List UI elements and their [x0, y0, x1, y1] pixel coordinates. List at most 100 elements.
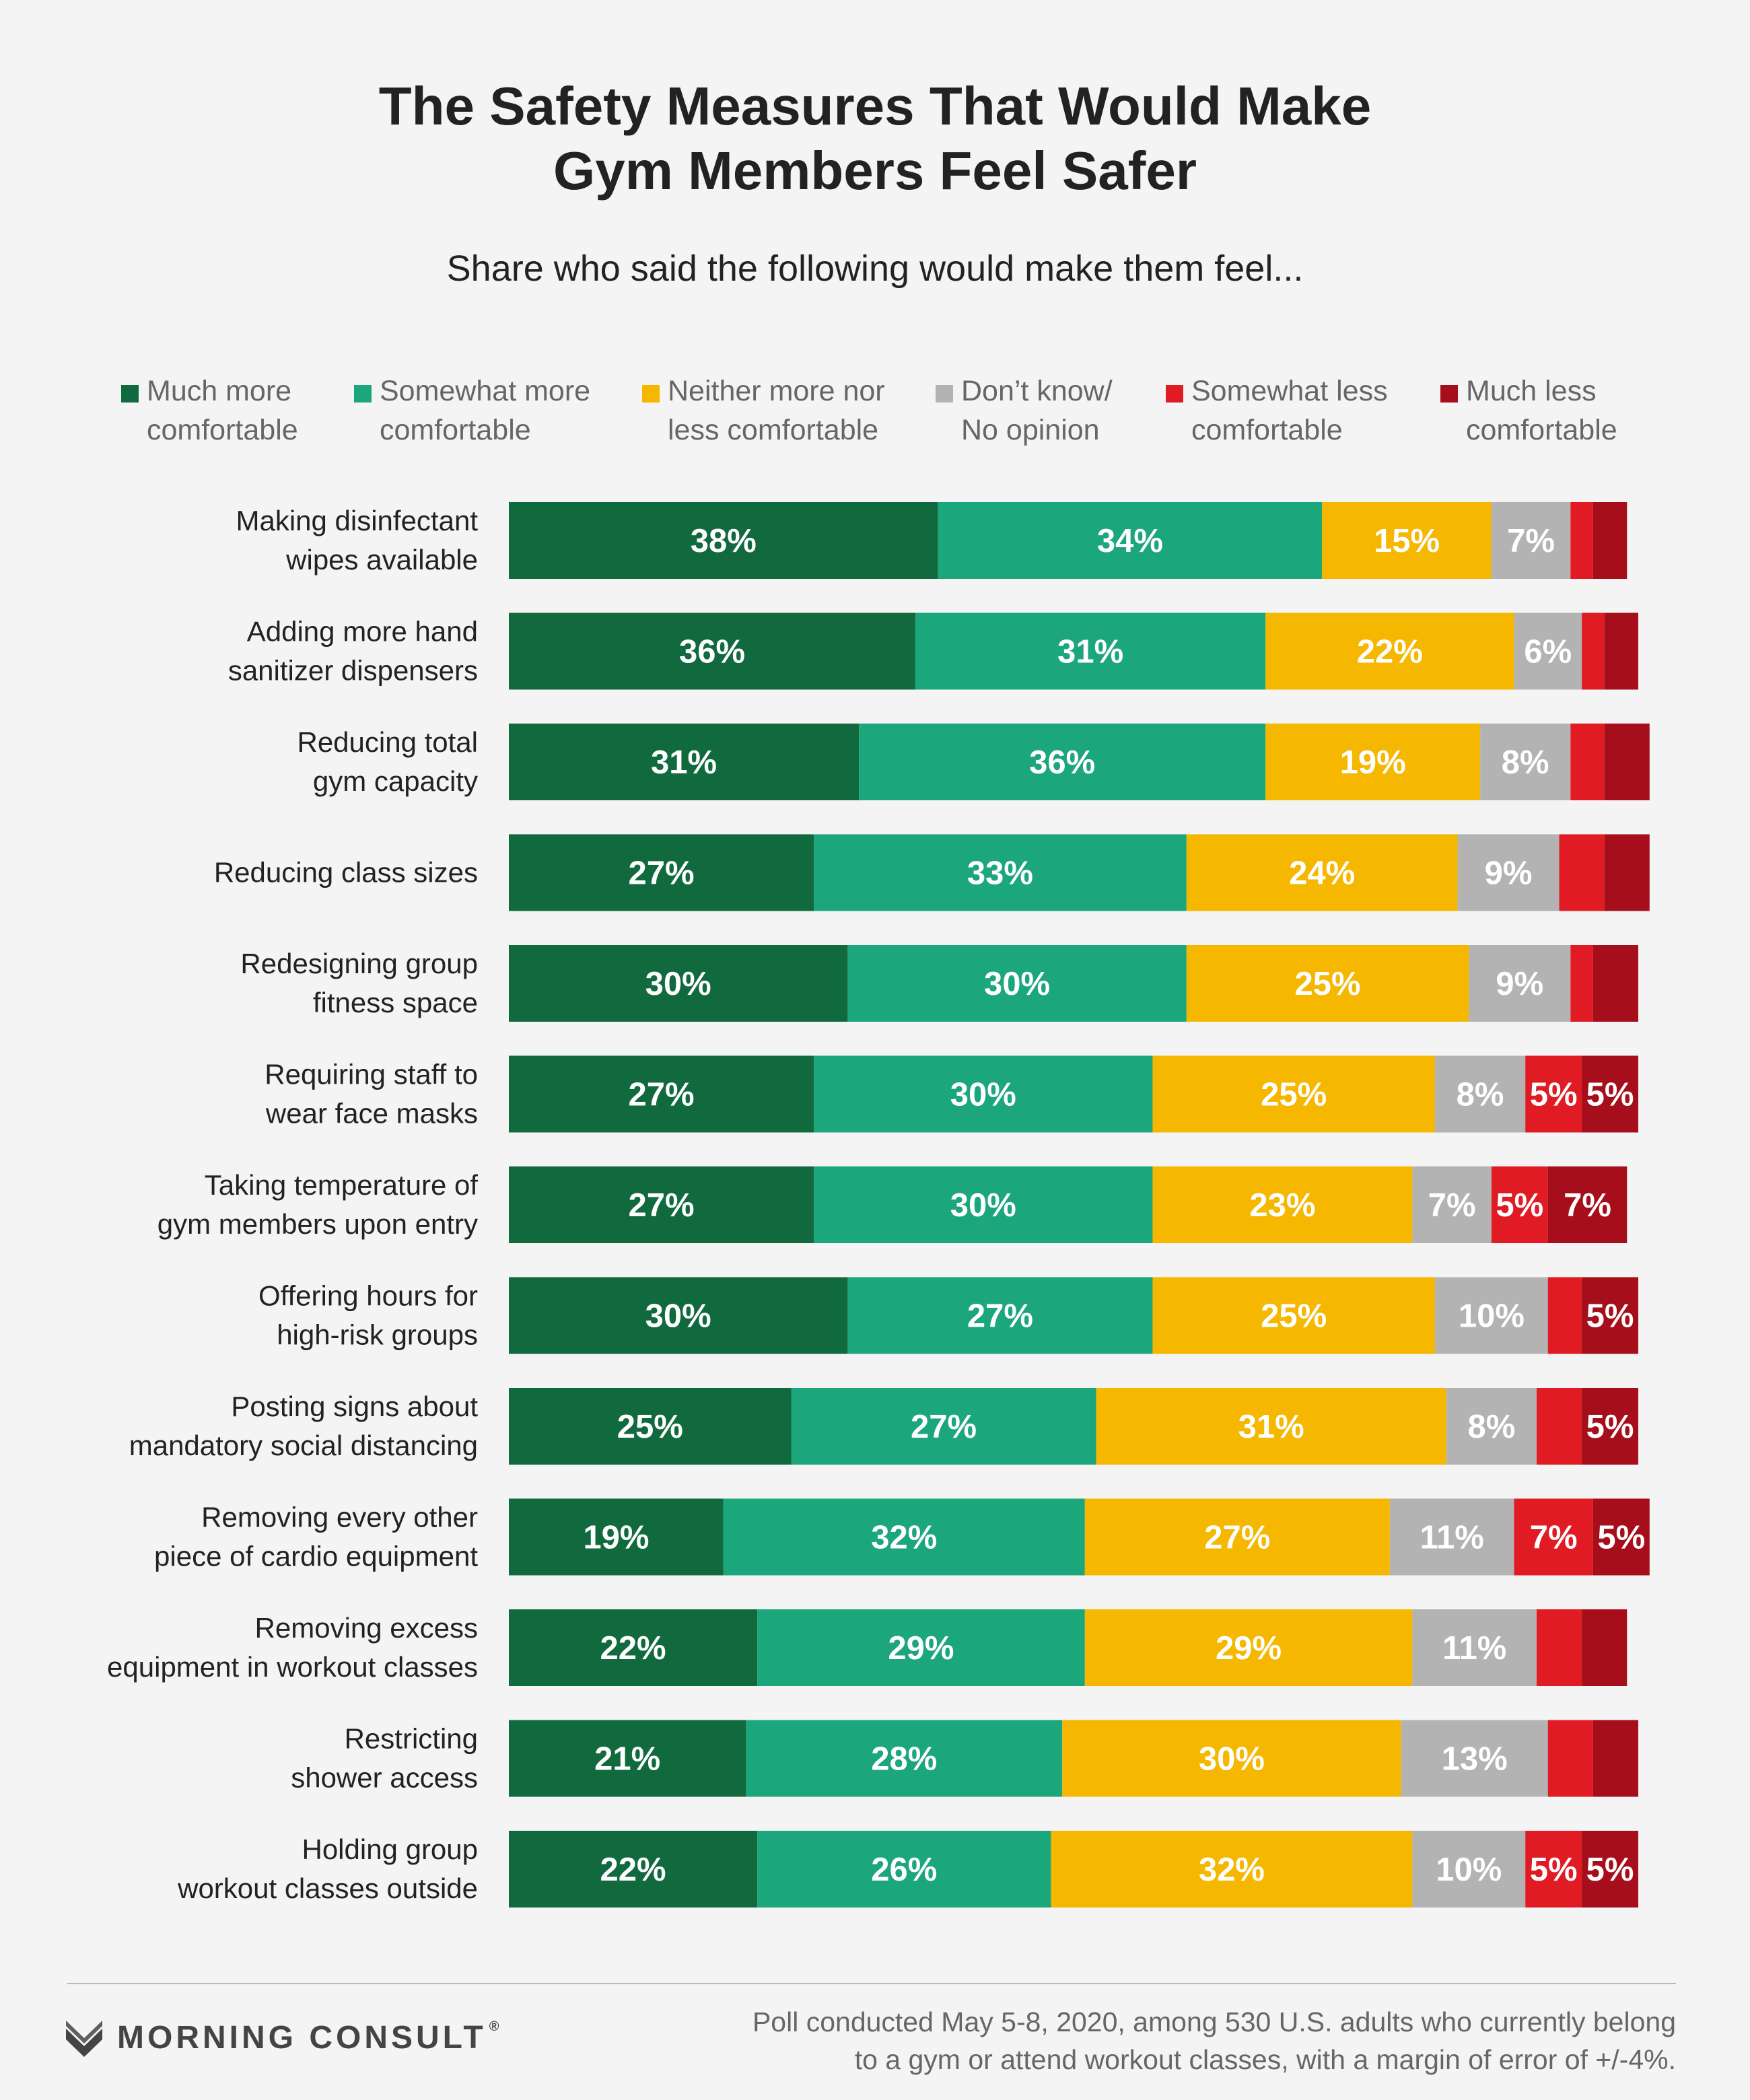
- data-label: 36%: [1029, 744, 1095, 781]
- category-label: Posting signs about mandatory social dist…: [129, 1391, 479, 1461]
- bar-segment-somewhat-less-comfortable: [1559, 834, 1605, 911]
- bar-segment-somewhat-less-comfortable: [1536, 1609, 1582, 1686]
- bar-segment-somewhat-more-comfortable: [915, 612, 1266, 690]
- bar-segment-much-more-comfortable: [509, 1166, 814, 1243]
- bar-segment-neither-more-nor-less-comfortable: [1062, 1720, 1401, 1797]
- brand-name-text: MORNING CONSULT: [117, 2020, 487, 2056]
- bar-segment-much-less-comfortable: [1604, 724, 1650, 800]
- bar-row: Redesigning group fitness space 30% 30% 25% 9…: [240, 945, 1638, 1022]
- category-label-line: sanitizer dispensers: [228, 655, 478, 687]
- data-label: 5%: [1586, 1298, 1634, 1335]
- bar-row: Removing every other piece of cardio equi…: [154, 1498, 1650, 1576]
- bar-row: Taking temperature of gym members upon en…: [158, 1166, 1628, 1243]
- data-label: 36%: [679, 634, 745, 670]
- data-label: 5%: [1597, 1520, 1645, 1556]
- data-label: 11%: [1442, 1630, 1506, 1667]
- bar-segment-don-t-know-no-opinion: [1412, 1831, 1526, 1908]
- bar-segment-much-more-comfortable: [509, 724, 860, 800]
- data-label: 29%: [888, 1630, 954, 1667]
- legend-label-line: Much less: [1466, 375, 1597, 407]
- data-label: 33%: [967, 855, 1033, 892]
- category-label-line: gym members upon entry: [158, 1208, 478, 1240]
- data-label: 27%: [1204, 1520, 1270, 1556]
- bar-row: Holding group workout classes outside 22% 2…: [177, 1831, 1638, 1908]
- bar-segment-don-t-know-no-opinion: [1434, 1055, 1526, 1133]
- category-label-line: Offering hours for: [258, 1280, 478, 1312]
- bar-segment-neither-more-nor-less-comfortable: [1186, 945, 1469, 1022]
- legend-label: Neither more nor less comfortable: [668, 372, 897, 450]
- data-label: 28%: [871, 1741, 937, 1778]
- bar-segment-somewhat-more-comfortable: [814, 1055, 1153, 1133]
- brand-name: MORNING CONSULT ®: [117, 2019, 499, 2056]
- category-label-line: Reducing class sizes: [214, 857, 478, 888]
- legend-label: Much more comfortable: [147, 372, 376, 450]
- legend-label-line: comfortable: [380, 414, 531, 446]
- bar-segment-don-t-know-no-opinion: [1469, 945, 1571, 1022]
- legend-label-line: No opinion: [961, 414, 1100, 446]
- legend-label-line: comfortable: [147, 414, 298, 446]
- bar-row: Posting signs about mandatory social dist…: [129, 1388, 1638, 1465]
- bar-segment-much-more-comfortable: [509, 502, 938, 579]
- legend-label: Much less comfortable: [1466, 372, 1695, 450]
- bar-segment-much-more-comfortable: [509, 945, 848, 1022]
- legend-swatch: [936, 385, 953, 403]
- bar-segment-somewhat-less-comfortable: [1514, 1498, 1593, 1576]
- data-label: 8%: [1502, 744, 1549, 781]
- data-label: 38%: [691, 523, 757, 559]
- legend-swatch: [642, 385, 660, 403]
- bar-segment-much-less-comfortable: [1593, 1498, 1650, 1576]
- data-label: 7%: [1530, 1520, 1578, 1556]
- bar-segment-don-t-know-no-opinion: [1457, 834, 1560, 911]
- data-label: 19%: [1340, 744, 1406, 781]
- bar-segment-much-less-comfortable: [1604, 612, 1638, 690]
- bar-segment-somewhat-more-comfortable: [746, 1720, 1063, 1797]
- bar-segment-much-more-comfortable: [509, 1831, 758, 1908]
- bar-segment-somewhat-more-comfortable: [859, 724, 1266, 800]
- data-label: 27%: [628, 1187, 694, 1224]
- bar-segment-don-t-know-no-opinion: [1412, 1609, 1537, 1686]
- data-label: 26%: [871, 1852, 937, 1888]
- data-label: 5%: [1530, 1852, 1578, 1888]
- bar-segment-much-more-comfortable: [509, 1609, 758, 1686]
- bar-segment-neither-more-nor-less-comfortable: [1265, 724, 1481, 800]
- bar-segment-much-more-comfortable: [509, 834, 814, 911]
- bar-segment-don-t-know-no-opinion: [1401, 1720, 1548, 1797]
- bar-segment-neither-more-nor-less-comfortable: [1265, 612, 1514, 690]
- category-label: Offering hours for high-risk groups: [258, 1280, 478, 1351]
- bar-row: Restricting shower access 21% 28% 30% 13%: [291, 1720, 1638, 1797]
- category-label: Requiring staff to wear face masks: [265, 1059, 478, 1129]
- data-label: 30%: [1199, 1741, 1265, 1778]
- bar-row: Reducing total gym capacity 31% 36% 19% 8%: [297, 724, 1650, 800]
- bar-segment-somewhat-less-comfortable: [1536, 1388, 1582, 1465]
- category-label: Removing excess equipment in workout clas…: [107, 1612, 478, 1683]
- bar-segment-much-less-comfortable: [1582, 1609, 1628, 1686]
- bar-segment-much-less-comfortable: [1582, 1388, 1638, 1465]
- data-label: 25%: [1295, 966, 1361, 1002]
- legend-label-line: Much more: [147, 375, 292, 407]
- bar-segment-somewhat-less-comfortable: [1582, 612, 1605, 690]
- data-label: 27%: [911, 1409, 977, 1445]
- data-label: 7%: [1507, 523, 1555, 559]
- bar-segment-much-more-comfortable: [509, 1720, 746, 1797]
- category-label-line: high-risk groups: [277, 1319, 478, 1351]
- bar-segment-don-t-know-no-opinion: [1412, 1166, 1492, 1243]
- data-label: 8%: [1457, 1077, 1504, 1113]
- data-label: 11%: [1420, 1520, 1483, 1556]
- bar-segment-somewhat-more-comfortable: [847, 945, 1187, 1022]
- data-label: 10%: [1459, 1298, 1525, 1335]
- bar-segment-somewhat-less-comfortable: [1525, 1055, 1582, 1133]
- legend-label-line: Neither more nor: [668, 375, 885, 407]
- bar-segment-somewhat-less-comfortable: [1525, 1831, 1582, 1908]
- bar-segment-don-t-know-no-opinion: [1446, 1388, 1537, 1465]
- bar-segment-somewhat-less-comfortable: [1570, 502, 1593, 579]
- bar-segment-neither-more-nor-less-comfortable: [1152, 1055, 1435, 1133]
- category-label: Making disinfectant wipes available: [236, 505, 478, 575]
- data-label: 22%: [600, 1852, 666, 1888]
- data-label: 30%: [645, 1298, 711, 1335]
- bar-segment-much-less-comfortable: [1582, 1831, 1638, 1908]
- legend-label-line: less comfortable: [668, 414, 879, 446]
- legend-swatch: [354, 385, 372, 403]
- data-label: 25%: [1261, 1077, 1327, 1113]
- legend-swatch: [1440, 385, 1458, 403]
- bar-segment-somewhat-more-comfortable: [757, 1609, 1085, 1686]
